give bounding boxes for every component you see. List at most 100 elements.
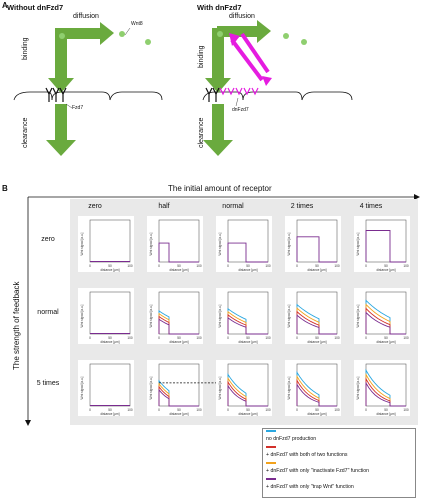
x-tick-label: 50 [315, 408, 319, 412]
x-tick-label: 0 [89, 408, 91, 412]
x-axis-label: distance [μm] [376, 412, 395, 416]
x-tick-label: 0 [227, 408, 229, 412]
x-tick-label: 50 [177, 408, 181, 412]
legend-swatch-blue [266, 430, 276, 432]
series-line [296, 374, 337, 407]
y-axis-label: Wnt signal [a.u.] [356, 232, 360, 255]
x-tick-label: 100 [334, 408, 340, 412]
wnt-ligand [119, 31, 125, 37]
x-axis-label: distance [μm] [307, 268, 326, 272]
diffusion-label-right: diffusion [229, 13, 255, 20]
x-tick-label: 100 [265, 336, 271, 340]
y-axis-label: Wnt signal [a.u.] [218, 376, 222, 399]
wnt8-label: Wnt8 [131, 21, 143, 27]
series-line [365, 368, 406, 407]
dnfzd7-receptors [219, 87, 259, 96]
fzd7-receptors-right [205, 87, 220, 102]
series-line [158, 318, 199, 335]
series-line [365, 230, 406, 263]
x-axis-label: distance [μm] [169, 268, 188, 272]
legend-swatch-purple [266, 478, 276, 480]
x-tick-label: 100 [196, 264, 202, 268]
series-line [227, 242, 268, 263]
plot-cell [354, 360, 410, 416]
x-tick-label: 50 [108, 408, 112, 412]
x-axis-label: distance [μm] [238, 412, 257, 416]
diffusion-arrow-head-right [257, 20, 271, 43]
x-axis-label: distance [μm] [169, 412, 188, 416]
plot-cell [216, 288, 272, 344]
x-axis-label: distance [μm] [238, 268, 257, 272]
y-axis-label: Wnt signal [a.u.] [149, 376, 153, 399]
plot-cell [285, 360, 341, 416]
x-tick-label: 100 [334, 264, 340, 268]
series-line [365, 311, 406, 335]
series-line [227, 373, 268, 407]
right-title: With dnFzd7 [197, 3, 242, 12]
series-line [227, 384, 268, 407]
x-tick-label: 50 [108, 264, 112, 268]
col-head-2times: 2 times [290, 203, 314, 210]
panel-b-letter: B [2, 184, 8, 193]
y-axis-label: Wnt signal [a.u.] [218, 304, 222, 327]
diffusion-arrow-head [100, 22, 114, 45]
plot-frame [89, 219, 131, 263]
membrane-right-2 [242, 91, 303, 101]
y-axis-label: Wnt signal [a.u.] [149, 232, 153, 255]
legend-item: + dnFzd7 with only "inactivate Fzd7" fun… [263, 461, 415, 477]
x-axis-label: distance [μm] [376, 268, 395, 272]
legend-swatch-red [266, 446, 276, 448]
y-axis-label: Wnt signal [a.u.] [287, 376, 291, 399]
membrane-left-2 [51, 91, 111, 101]
x-tick-label: 0 [158, 264, 160, 268]
membrane-right-3 [301, 91, 353, 101]
fzd7-receptors-left [45, 87, 67, 102]
x-tick-label: 0 [365, 336, 367, 340]
x-tick-label: 100 [403, 264, 409, 268]
binding-arrow-shaft-right [212, 28, 224, 82]
series-line [227, 313, 268, 335]
membrane-left-1 [13, 91, 53, 101]
series-line [227, 376, 268, 407]
legend-label: + dnFzd7 with only "inactivate Fzd7" fun… [266, 468, 370, 474]
x-axis-label: distance [μm] [307, 412, 326, 416]
legend-label: + dnFzd7 with only "trap Wnt" function [266, 484, 354, 490]
clearance-arrow-shaft-right [212, 104, 224, 144]
x-tick-label: 100 [127, 336, 133, 340]
x-tick-label: 50 [384, 336, 388, 340]
series-line [365, 377, 406, 407]
x-tick-label: 100 [265, 264, 271, 268]
row-head-normal: normal [37, 309, 59, 316]
y-axis-label: Wnt signal [a.u.] [80, 304, 84, 327]
plot-cell [216, 360, 272, 416]
x-axis-title: The initial amount of receptor [168, 184, 272, 193]
y-axis-label: Wnt signal [a.u.] [80, 232, 84, 255]
y-axis-label: Wnt signal [a.u.] [356, 376, 360, 399]
x-tick-label: 50 [177, 336, 181, 340]
row-head-zero: zero [41, 236, 55, 243]
series-line [158, 242, 199, 263]
col-head-4times: 4 times [359, 203, 383, 210]
plot-cell [285, 216, 341, 272]
clearance-arrow-head [46, 140, 76, 156]
x-tick-label: 0 [227, 336, 229, 340]
series-line [365, 372, 406, 407]
x-tick-label: 50 [108, 336, 112, 340]
x-tick-label: 50 [315, 264, 319, 268]
x-axis-label: distance [μm] [100, 340, 119, 344]
series-line [227, 316, 268, 335]
clearance-arrow-head-right [203, 140, 233, 156]
series-line [296, 314, 337, 335]
plot-cell [354, 288, 410, 344]
x-axis-label: distance [μm] [238, 340, 257, 344]
series-line [158, 379, 199, 407]
series-line [296, 378, 337, 407]
x-tick-label: 100 [127, 264, 133, 268]
series-line [296, 303, 337, 335]
x-tick-label: 50 [246, 408, 250, 412]
x-tick-label: 100 [403, 408, 409, 412]
y-axis-label: Wnt signal [a.u.] [149, 304, 153, 327]
x-axis-label: distance [μm] [169, 340, 188, 344]
col-head-half: half [158, 203, 170, 210]
